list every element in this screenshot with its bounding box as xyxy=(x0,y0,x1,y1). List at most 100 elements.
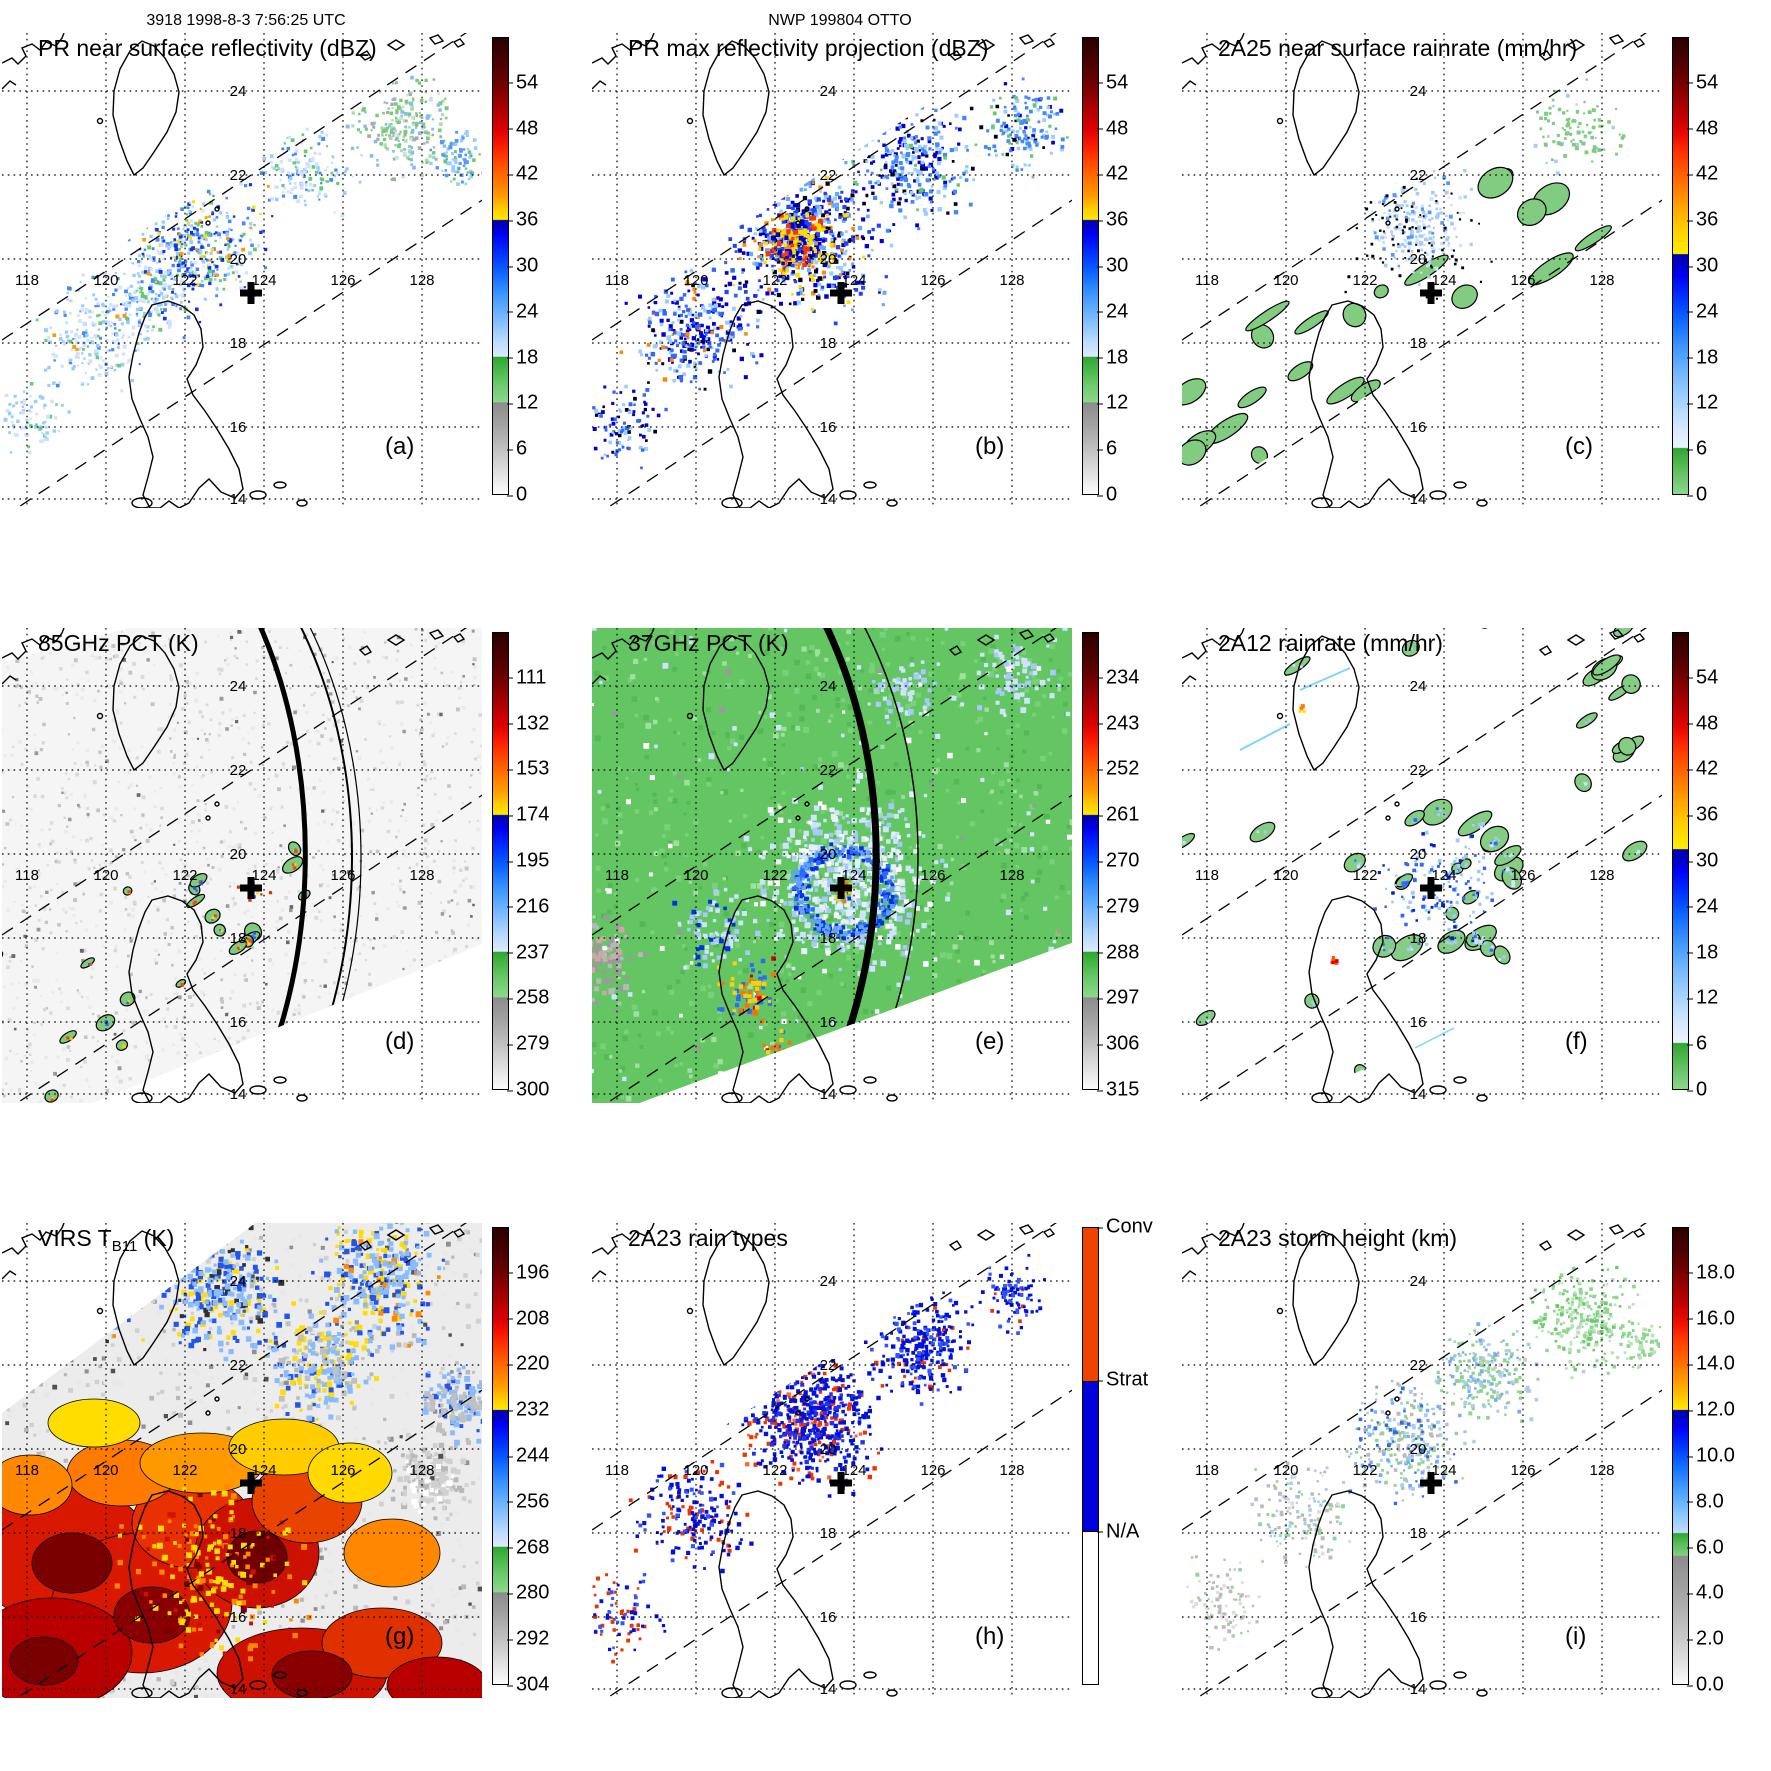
map-canvas: 118 120 122 124 126 128 24 22 20 18 16 14 2A23 rain … xyxy=(592,1223,1072,1698)
storm-center-cross xyxy=(1420,282,1442,304)
lon-label: 126 xyxy=(330,867,355,884)
colorbar-tick: 270 xyxy=(1096,849,1140,872)
lat-label: 22 xyxy=(820,1357,837,1374)
coastlines xyxy=(2,628,466,1103)
lat-label: 20 xyxy=(1410,1441,1427,1458)
colorbar-tick: 132 xyxy=(506,712,550,735)
colorbar-tick: 0 xyxy=(1686,483,1708,506)
lat-label: 14 xyxy=(820,491,837,508)
grid-labels: 118 120 122 124 126 128 24 22 20 18 16 14 xyxy=(605,83,1024,508)
swath-edge-lines xyxy=(1182,628,1662,1103)
lon-label: 120 xyxy=(683,272,708,289)
map-canvas: 118 120 122 124 126 128 24 22 20 18 16 14 VIRS TB11 … xyxy=(2,1223,482,1698)
lon-label: 118 xyxy=(605,867,629,884)
lat-label: 20 xyxy=(230,846,247,863)
data-field xyxy=(592,1253,1046,1664)
lat-label: 18 xyxy=(820,930,837,947)
grid-labels: 118 120 122 124 126 128 24 22 20 18 16 14 xyxy=(15,1273,434,1698)
lon-label: 118 xyxy=(1195,272,1219,289)
storm-center-cross xyxy=(830,282,852,304)
lat-label: 16 xyxy=(1410,1609,1427,1626)
map-svg: 118 120 122 124 126 128 24 22 20 18 16 14 xyxy=(1182,33,1662,508)
colorbar-tick: 10.0 xyxy=(1687,1444,1735,1467)
lon-label: 122 xyxy=(1352,272,1377,289)
lon-label: 122 xyxy=(1352,1462,1377,1479)
colorbar-tick: 315 xyxy=(1096,1078,1140,1101)
lat-label: 20 xyxy=(820,251,837,268)
lon-label: 126 xyxy=(920,867,945,884)
panel-letter: (h) xyxy=(975,1623,1005,1650)
lon-label: 122 xyxy=(762,1462,787,1479)
lon-label: 124 xyxy=(841,1462,866,1479)
lon-label: 118 xyxy=(605,1462,629,1479)
map-canvas: 118 120 122 124 126 128 24 22 20 18 16 14 2A12 rainr… xyxy=(1182,628,1662,1103)
map-canvas: 118 120 122 124 126 128 24 22 20 18 16 14 PR near su… xyxy=(2,33,482,508)
colorbar-tick: 208 xyxy=(506,1307,550,1330)
lat-label: 16 xyxy=(230,419,247,436)
lat-label: 24 xyxy=(1410,678,1427,695)
swath-edge-lines xyxy=(592,628,1072,1103)
lat-label: 16 xyxy=(820,1014,837,1031)
storm-center-cross xyxy=(1420,1472,1442,1494)
panel-letter: (g) xyxy=(385,1623,415,1650)
lat-label: 18 xyxy=(820,335,837,352)
lon-label: 128 xyxy=(1589,272,1614,289)
colorbar-tick: 14.0 xyxy=(1687,1352,1735,1375)
latlon-grid xyxy=(1182,1223,1662,1698)
coastlines xyxy=(592,1223,1056,1698)
swath-edge-lines xyxy=(592,33,1072,508)
lon-label: 126 xyxy=(1510,272,1535,289)
lat-label: 24 xyxy=(1410,1273,1427,1290)
colorbar-tick: 279 xyxy=(506,1032,550,1055)
lat-label: 16 xyxy=(820,419,837,436)
data-field xyxy=(2,75,482,455)
colorbar-tick: 4.0 xyxy=(1687,1581,1724,1604)
map-svg: 118 120 122 124 126 128 24 22 20 18 16 14 xyxy=(592,33,1072,508)
lat-label: 16 xyxy=(230,1014,247,1031)
lon-label: 120 xyxy=(683,867,708,884)
lon-label: 124 xyxy=(251,272,276,289)
lat-label: 14 xyxy=(820,1681,837,1698)
lon-label: 120 xyxy=(1273,272,1298,289)
colorbar-tick: 196 xyxy=(506,1261,550,1284)
colorbar-tick: 30 xyxy=(1686,849,1719,872)
colorbar xyxy=(1082,1227,1099,1685)
colorbar-tick: 24 xyxy=(1686,300,1719,323)
lon-label: 128 xyxy=(1589,1462,1614,1479)
colorbar-tick: 36 xyxy=(1686,803,1719,826)
header-datetime: 3918 1998-8-3 7:56:25 UTC xyxy=(146,12,346,29)
swath-edge-lines xyxy=(2,1223,482,1698)
lat-label: 24 xyxy=(820,678,837,695)
colorbar-tick: 54 xyxy=(1686,666,1719,689)
map-canvas: 118 120 122 124 126 128 24 22 20 18 16 14 2A25 near … xyxy=(1182,33,1662,508)
lat-label: 24 xyxy=(820,83,837,100)
storm-center-cross xyxy=(1420,877,1442,899)
colorbar-tick: 111 xyxy=(506,666,547,689)
lon-label: 122 xyxy=(172,867,197,884)
colorbar-tick: 234 xyxy=(1096,666,1140,689)
colorbar-tick: 2.0 xyxy=(1687,1627,1724,1650)
grid-labels: 118 120 122 124 126 128 24 22 20 18 16 14 xyxy=(1195,83,1614,508)
map-canvas: 118 120 122 124 126 128 24 22 20 18 16 14 85GHz PCT … xyxy=(2,628,482,1103)
swath-edge-lines xyxy=(1182,1223,1662,1698)
lon-label: 126 xyxy=(330,272,355,289)
lat-label: 18 xyxy=(230,1525,247,1542)
lon-label: 126 xyxy=(1510,867,1535,884)
lat-label: 22 xyxy=(1410,167,1427,184)
colorbar-tick: 18 xyxy=(1096,346,1129,369)
lat-label: 22 xyxy=(820,762,837,779)
colorbar-segment-label: Conv xyxy=(1097,1215,1153,1238)
lon-label: 122 xyxy=(1352,867,1377,884)
colorbar-tick: 42 xyxy=(1686,162,1719,185)
lat-label: 20 xyxy=(820,1441,837,1458)
map-svg: 118 120 122 124 126 128 24 22 20 18 16 14 xyxy=(2,628,482,1103)
panel-i: 118 120 122 124 126 128 24 22 20 18 16 14 2A23 storm… xyxy=(1182,1223,1768,1703)
lat-label: 24 xyxy=(820,1273,837,1290)
colorbar-ticks: 54 48 42 36 30 24 18 12 6 0 xyxy=(506,37,588,506)
colorbar-tick: 6 xyxy=(506,437,528,460)
coastlines xyxy=(1182,33,1646,508)
lat-label: 18 xyxy=(820,1525,837,1542)
colorbar-tick: 243 xyxy=(1096,712,1140,735)
lon-label: 122 xyxy=(762,272,787,289)
